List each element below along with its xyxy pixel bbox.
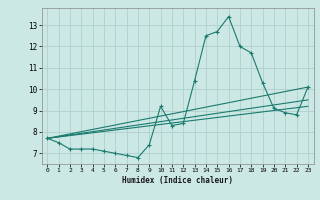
X-axis label: Humidex (Indice chaleur): Humidex (Indice chaleur) <box>122 176 233 185</box>
